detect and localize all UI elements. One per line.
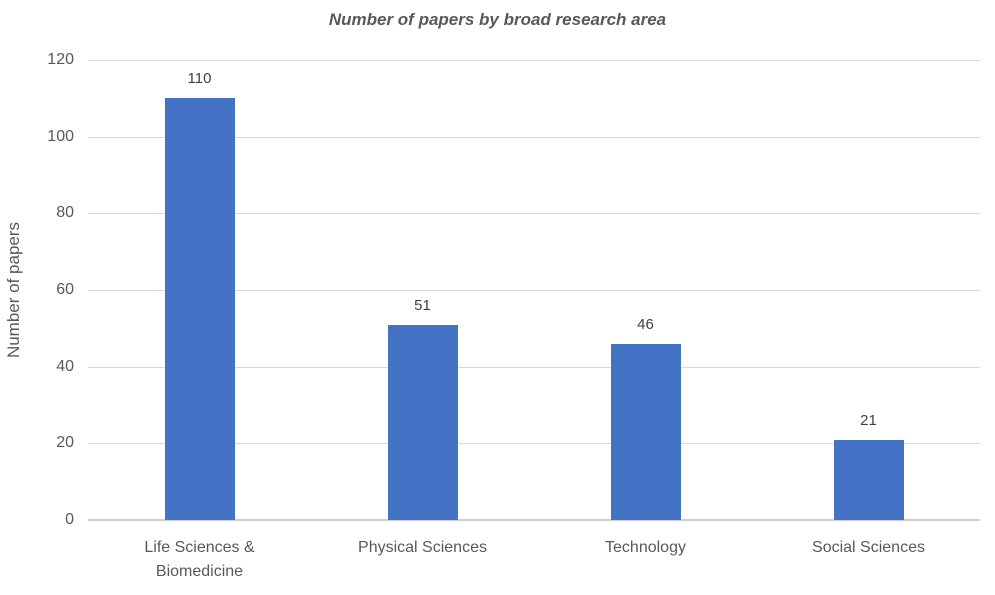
gridline	[88, 443, 980, 445]
gridline	[88, 213, 980, 215]
gridline	[88, 366, 980, 368]
bar-social-sciences	[833, 439, 904, 520]
y-tick-label: 120	[47, 51, 74, 68]
x-axis-line	[88, 519, 980, 521]
bar-value-label-physical-sciences: 51	[414, 296, 431, 314]
y-tick-label: 0	[65, 511, 74, 528]
y-tick-label: 60	[56, 281, 74, 298]
x-category-label-physical-sciences: Physical Sciences	[358, 539, 487, 556]
bar-value-label-life-sciences-biomedicine: 110	[187, 70, 212, 88]
y-tick-label: 80	[56, 204, 74, 222]
bar-value-label-social-sciences: 21	[860, 411, 877, 429]
bar-value-label-technology: 46	[637, 315, 654, 333]
chart-title: Number of papers by broad research area	[328, 10, 667, 29]
x-category-label-technology: Technology	[605, 539, 686, 556]
y-tick-label: 100	[47, 127, 74, 145]
bar-life-sciences-biomedicine	[164, 98, 235, 520]
bar-physical-sciences	[387, 324, 458, 520]
x-category-label-life-sciences-biomedicine: Life Sciences & Biomedicine	[144, 539, 255, 580]
gridline	[88, 290, 980, 291]
gridline	[88, 60, 980, 61]
gridline	[88, 136, 980, 138]
y-tick-label: 20	[56, 434, 74, 452]
y-tick-label: 40	[56, 357, 74, 375]
x-category-label-social-sciences: Social Sciences	[812, 539, 925, 556]
bar-technology	[610, 343, 681, 520]
